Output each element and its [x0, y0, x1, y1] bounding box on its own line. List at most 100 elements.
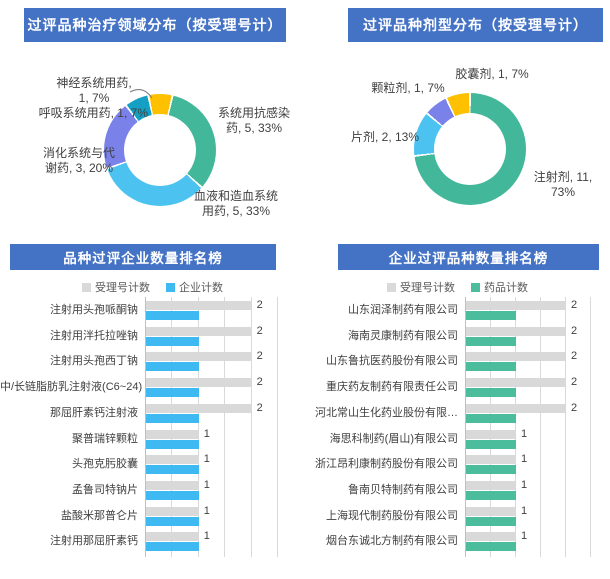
acceptance-count-bar	[466, 480, 516, 490]
donut-callout-label: 呼吸系统用药, 1, 7%	[38, 106, 148, 120]
category-label: 那屈肝素钙注射液	[50, 406, 138, 419]
category-label: 山东鲁抗医药股份有限公司	[326, 355, 458, 368]
gridline	[250, 297, 252, 557]
category-label: 注射用那屈肝素钙	[50, 535, 138, 548]
count-bar	[146, 439, 199, 449]
legend-item: 受理号计数	[387, 279, 455, 295]
category-label: 山东润泽制药有限公司	[348, 304, 458, 316]
category-label: 河北常山生化药业股份有限…	[315, 406, 458, 419]
acceptance-count-bar	[466, 455, 516, 465]
value-label: 1	[203, 530, 210, 543]
legend-swatch-gray	[387, 282, 396, 292]
count-bar	[146, 542, 199, 552]
value-label: 2	[256, 299, 263, 311]
count-bar	[146, 362, 199, 372]
value-label: 1	[203, 427, 210, 440]
value-label: 2	[256, 350, 263, 363]
therapy-donut-chart	[104, 94, 216, 206]
company-rank-legend: 受理号计数 药品计数	[305, 279, 610, 295]
gridline	[171, 297, 173, 557]
gridline	[540, 297, 541, 557]
acceptance-count-bar	[466, 506, 516, 516]
acceptance-count-bar	[466, 352, 566, 362]
acceptance-count-bar	[146, 352, 252, 362]
product-rank-legend: 受理号计数 企业计数	[0, 279, 305, 295]
legend-swatch-green	[471, 282, 480, 292]
gridline	[590, 297, 591, 557]
category-label: 中/长链脂肪乳注射液(C6~24)	[0, 381, 143, 394]
gridline	[490, 297, 491, 557]
count-bar	[466, 439, 516, 449]
value-label: 2	[256, 401, 263, 414]
count-bar	[146, 311, 199, 320]
value-label: 2	[571, 350, 578, 363]
acceptance-count-bar	[466, 429, 516, 439]
acceptance-count-bar	[146, 532, 199, 542]
donut-callout-label: 消化系统与代 谢药, 3, 20%	[42, 146, 115, 175]
count-bar	[146, 465, 199, 475]
legend-label: 药品计数	[484, 282, 528, 294]
gridline	[565, 297, 566, 557]
category-label: 头孢克肟胶囊	[72, 458, 138, 471]
category-label: 孟鲁司特钠片	[72, 483, 138, 496]
donut-hole	[124, 114, 196, 186]
count-bar	[466, 465, 516, 475]
value-label: 1	[521, 453, 528, 466]
value-label: 2	[571, 324, 578, 337]
acceptance-count-bar	[466, 326, 566, 336]
chart-title: 企业过评品种数量排名榜	[388, 251, 549, 266]
value-label: 1	[521, 504, 528, 517]
category-label: 上海现代制药股份有限公司	[326, 509, 458, 522]
category-label: 浙江昂利康制药股份有限公司	[315, 458, 458, 471]
count-bar	[146, 388, 199, 398]
value-label: 2	[571, 299, 578, 311]
therapy-chart-title-banner: 过评品种治疗领域分布（按受理号计）	[24, 8, 286, 42]
gridline	[224, 297, 226, 557]
acceptance-count-bar	[146, 378, 252, 388]
donut-callout-label: 胶囊剂, 1, 7%	[455, 67, 529, 81]
count-bar	[466, 413, 516, 423]
value-label: 2	[256, 324, 263, 337]
value-label: 1	[521, 427, 528, 440]
company-rank-title-banner: 企业过评品种数量排名榜	[338, 244, 599, 270]
acceptance-count-bar	[466, 301, 566, 310]
donut-callout-label: 颗粒剂, 1, 7%	[371, 81, 445, 95]
legend-swatch-blue	[166, 282, 175, 292]
donut-callout-label: 片剂, 2, 13%	[350, 130, 420, 144]
category-label: 注射用泮托拉唑钠	[50, 329, 138, 342]
legend-label: 受理号计数	[95, 282, 150, 294]
acceptance-count-bar	[146, 326, 252, 336]
count-bar	[466, 542, 516, 552]
legend-item: 企业计数	[166, 279, 223, 295]
value-label: 1	[521, 530, 528, 543]
gridline	[515, 297, 516, 557]
y-axis-line	[145, 297, 146, 557]
legend-item: 受理号计数	[82, 279, 150, 295]
legend-swatch-gray	[82, 282, 91, 292]
chart-title: 过评品种剂型分布（按受理号计）	[363, 17, 588, 33]
gridline	[277, 297, 278, 557]
category-label: 聚普瑞锌颗粒	[72, 432, 138, 445]
category-label: 烟台东诚北方制药有限公司	[326, 535, 458, 548]
y-axis-line	[465, 297, 466, 557]
count-bar	[466, 362, 516, 372]
category-label: 海南灵康制药有限公司	[348, 329, 458, 342]
chart-title: 品种过评企业数量排名榜	[63, 251, 223, 266]
donut-callout-label: 注射剂, 11, 73%	[533, 170, 593, 199]
gridline	[197, 297, 199, 557]
dosage-chart-title-banner: 过评品种剂型分布（按受理号计）	[348, 8, 603, 42]
donut-callout-label: 系统用抗感染 药, 5, 33%	[217, 106, 290, 135]
count-bar	[146, 490, 199, 500]
acceptance-count-bar	[146, 403, 252, 413]
category-label: 鲁南贝特制药有限公司	[348, 483, 458, 496]
acceptance-count-bar	[146, 480, 199, 490]
acceptance-count-bar	[466, 378, 566, 388]
legend-item: 药品计数	[471, 279, 528, 295]
count-bar	[146, 516, 199, 526]
value-label: 1	[203, 478, 210, 491]
acceptance-count-bar	[146, 506, 199, 516]
acceptance-count-bar	[146, 429, 199, 439]
count-bar	[466, 311, 516, 320]
category-label: 盐酸米那普仑片	[61, 509, 138, 522]
